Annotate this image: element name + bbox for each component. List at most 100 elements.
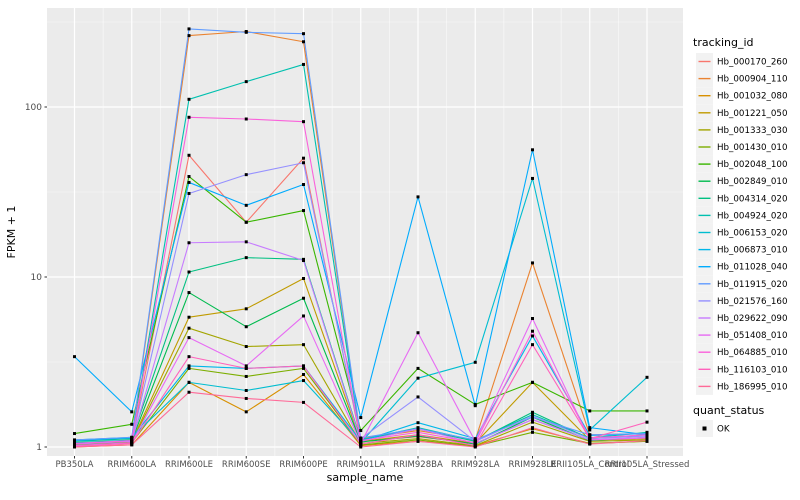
data-point — [531, 380, 534, 384]
data-point — [187, 380, 191, 384]
data-point — [302, 161, 305, 165]
data-point — [244, 307, 248, 311]
legend-item-Hb_021576_160: Hb_021576_160 — [696, 292, 787, 310]
x-tick-label: RRIM600SE — [222, 460, 271, 470]
legend-item-Hb_029622_090: Hb_029622_090 — [696, 309, 787, 327]
legend-item-label: Hb_002048_100 — [717, 160, 787, 170]
data-point — [187, 291, 191, 295]
data-point — [302, 314, 305, 318]
legend-item-Hb_002048_100: Hb_002048_100 — [696, 155, 787, 173]
data-point — [244, 30, 248, 34]
data-point — [302, 372, 305, 376]
data-point — [416, 195, 420, 199]
data-point — [473, 404, 477, 408]
x-tick-label: RRIM600LE — [165, 460, 213, 470]
data-point — [531, 414, 534, 418]
data-point — [130, 435, 134, 439]
data-point — [187, 27, 191, 31]
data-point — [187, 175, 191, 179]
data-point — [244, 374, 248, 378]
data-point — [531, 176, 534, 180]
data-point — [302, 40, 305, 44]
data-point — [187, 355, 191, 359]
data-point — [473, 441, 477, 445]
legend-item-label: Hb_011915_020 — [717, 280, 787, 290]
legend-item-label: Hb_000170_260 — [717, 58, 787, 68]
data-point — [244, 345, 248, 349]
legend-item-Hb_064885_010: Hb_064885_010 — [696, 343, 787, 361]
legend-item-Hb_002849_010: Hb_002849_010 — [696, 172, 787, 190]
data-point — [244, 240, 248, 244]
data-point — [302, 259, 305, 263]
data-point — [473, 445, 477, 449]
legend-item-label: Hb_000904_110 — [717, 75, 787, 85]
legend-item-label: Hb_001430_010 — [717, 143, 787, 153]
data-point — [244, 203, 248, 207]
data-point — [302, 366, 305, 370]
legend-item-Hb_006873_010: Hb_006873_010 — [696, 241, 787, 259]
data-point — [302, 32, 305, 36]
data-point — [244, 410, 248, 414]
legend-item-label: Hb_116103_010 — [717, 365, 787, 375]
data-point — [73, 355, 76, 359]
data-point — [73, 445, 76, 449]
data-point — [531, 343, 534, 347]
data-point-markers — [73, 27, 649, 449]
data-point — [244, 325, 248, 329]
legend-item-Hb_000904_110: Hb_000904_110 — [696, 70, 787, 88]
legend-item-OK: OK — [696, 420, 730, 437]
data-point — [645, 420, 649, 424]
data-point — [130, 410, 134, 414]
data-point — [244, 220, 248, 224]
data-point — [359, 437, 363, 441]
data-point — [416, 395, 420, 399]
legend-tracking-id: tracking_id Hb_000170_260 Hb_000904_110 Hb… — [693, 36, 787, 395]
data-point — [302, 276, 305, 280]
legend-quant-status: quant_status OK — [693, 404, 765, 437]
legend-item-Hb_001430_010: Hb_001430_010 — [696, 138, 787, 156]
legend-item-label: Hb_186995_010 — [717, 382, 787, 392]
data-point — [187, 326, 191, 330]
data-point — [416, 439, 420, 443]
data-point — [302, 343, 305, 347]
data-point — [588, 433, 592, 437]
data-point — [187, 153, 191, 157]
data-point — [244, 80, 248, 84]
data-point — [645, 436, 649, 440]
data-point — [187, 315, 191, 319]
data-point — [531, 148, 534, 152]
data-point — [244, 366, 248, 370]
legend-item-label: Hb_006153_020 — [717, 229, 787, 239]
black-square-marker-icon — [702, 426, 707, 431]
y-tick-label: 100 — [25, 103, 42, 113]
data-point — [588, 442, 592, 446]
data-point — [302, 400, 305, 404]
data-point — [244, 364, 248, 368]
legend-item-Hb_186995_010: Hb_186995_010 — [696, 377, 787, 395]
data-point — [244, 173, 248, 177]
data-point — [588, 426, 592, 430]
plot-panel — [47, 8, 683, 456]
legend-item-label: OK — [717, 425, 730, 435]
y-axis-title: FPKM + 1 — [5, 206, 18, 259]
data-point — [302, 156, 305, 160]
data-point — [416, 430, 420, 434]
data-point — [531, 420, 534, 424]
legend-item-Hb_006153_020: Hb_006153_020 — [696, 224, 787, 241]
legend-title-tracking-id: tracking_id — [693, 36, 754, 49]
legend-item-Hb_004924_020: Hb_004924_020 — [696, 206, 787, 224]
legend-item-label: Hb_004924_020 — [717, 211, 787, 221]
legend-title-quant-status: quant_status — [693, 404, 765, 417]
data-point — [416, 421, 420, 425]
data-point — [588, 428, 592, 432]
data-point — [359, 429, 363, 433]
x-axis-title: sample_name — [327, 471, 404, 484]
y-axis: 1 10 100 — [25, 103, 47, 453]
data-point — [187, 390, 191, 394]
x-tick-label: RRIM928BA — [393, 460, 443, 470]
data-point — [187, 34, 191, 38]
data-point — [187, 97, 191, 101]
data-point — [531, 317, 534, 321]
